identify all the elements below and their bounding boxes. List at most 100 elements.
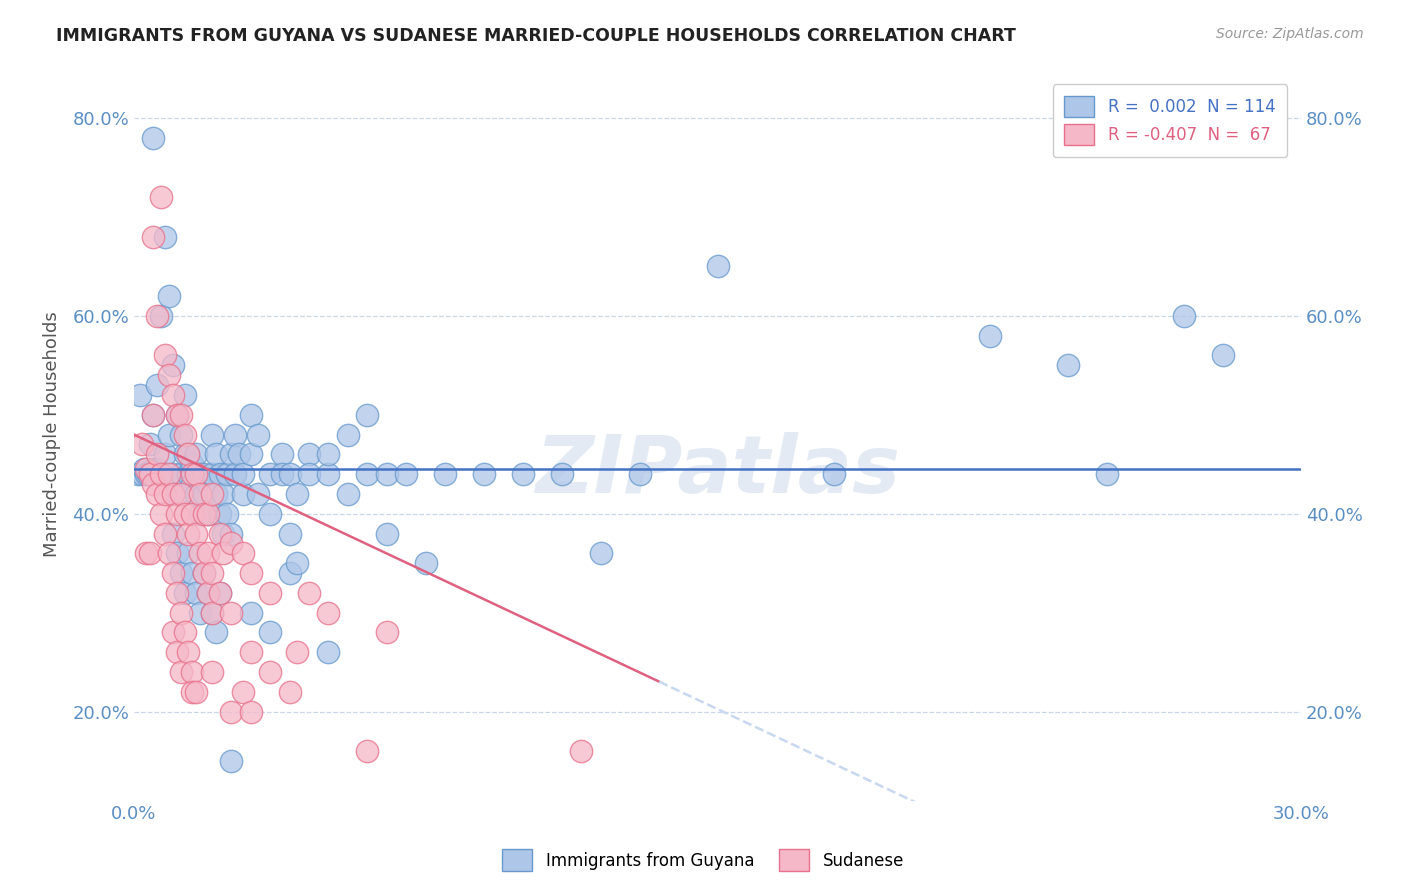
Point: [162, 566, 184, 580]
Point: [219, 705, 242, 719]
Point: [259, 665, 281, 679]
Point: [131, 437, 153, 451]
Point: [150, 507, 173, 521]
Point: [247, 487, 270, 501]
Point: [415, 556, 437, 570]
Point: [173, 586, 195, 600]
Legend: Immigrants from Guyana, Sudanese: Immigrants from Guyana, Sudanese: [494, 841, 912, 880]
Point: [162, 467, 184, 482]
Point: [162, 625, 184, 640]
Point: [1095, 467, 1118, 482]
Point: [395, 467, 418, 482]
Point: [169, 427, 191, 442]
Point: [628, 467, 651, 482]
Point: [270, 467, 292, 482]
Point: [247, 427, 270, 442]
Point: [173, 447, 195, 461]
Text: ZIPatlas: ZIPatlas: [536, 433, 900, 510]
Point: [188, 546, 211, 560]
Point: [153, 487, 176, 501]
Point: [259, 586, 281, 600]
Point: [232, 685, 254, 699]
Point: [318, 447, 340, 461]
Point: [204, 447, 226, 461]
Point: [219, 447, 242, 461]
Point: [208, 467, 231, 482]
Point: [138, 437, 160, 451]
Point: [146, 447, 169, 461]
Point: [201, 427, 224, 442]
Point: [208, 586, 231, 600]
Point: [181, 685, 204, 699]
Point: [169, 467, 191, 482]
Point: [287, 487, 309, 501]
Point: [135, 546, 157, 560]
Point: [193, 566, 215, 580]
Point: [375, 625, 398, 640]
Point: [278, 566, 301, 580]
Text: Source: ZipAtlas.com: Source: ZipAtlas.com: [1216, 27, 1364, 41]
Point: [298, 467, 321, 482]
Point: [157, 368, 180, 383]
Point: [150, 467, 173, 482]
Point: [201, 606, 224, 620]
Point: [177, 467, 200, 482]
Point: [336, 427, 359, 442]
Point: [318, 606, 340, 620]
Point: [219, 606, 242, 620]
Point: [201, 566, 224, 580]
Point: [169, 487, 191, 501]
Point: [259, 467, 281, 482]
Point: [375, 467, 398, 482]
Point: [287, 645, 309, 659]
Point: [204, 625, 226, 640]
Point: [141, 467, 163, 482]
Point: [188, 487, 211, 501]
Point: [1212, 348, 1234, 362]
Point: [169, 606, 191, 620]
Point: [551, 467, 574, 482]
Point: [375, 526, 398, 541]
Point: [232, 487, 254, 501]
Point: [232, 467, 254, 482]
Point: [208, 507, 231, 521]
Point: [177, 447, 200, 461]
Point: [166, 487, 188, 501]
Point: [201, 665, 224, 679]
Point: [197, 586, 219, 600]
Point: [173, 388, 195, 402]
Point: [177, 645, 200, 659]
Point: [132, 462, 155, 476]
Point: [181, 566, 204, 580]
Point: [298, 586, 321, 600]
Point: [979, 328, 1001, 343]
Point: [142, 229, 165, 244]
Point: [153, 348, 176, 362]
Point: [157, 546, 180, 560]
Point: [169, 566, 191, 580]
Point: [197, 477, 219, 491]
Point: [186, 487, 208, 501]
Point: [138, 467, 160, 482]
Point: [188, 467, 211, 482]
Point: [166, 408, 188, 422]
Point: [212, 546, 235, 560]
Point: [142, 130, 165, 145]
Point: [166, 586, 188, 600]
Point: [239, 606, 262, 620]
Point: [181, 665, 204, 679]
Point: [128, 388, 150, 402]
Point: [278, 526, 301, 541]
Point: [146, 487, 169, 501]
Point: [318, 467, 340, 482]
Point: [162, 487, 184, 501]
Point: [186, 447, 208, 461]
Point: [201, 467, 224, 482]
Point: [177, 447, 200, 461]
Point: [169, 665, 191, 679]
Point: [224, 467, 246, 482]
Point: [239, 645, 262, 659]
Point: [146, 378, 169, 392]
Point: [135, 462, 157, 476]
Point: [131, 467, 153, 482]
